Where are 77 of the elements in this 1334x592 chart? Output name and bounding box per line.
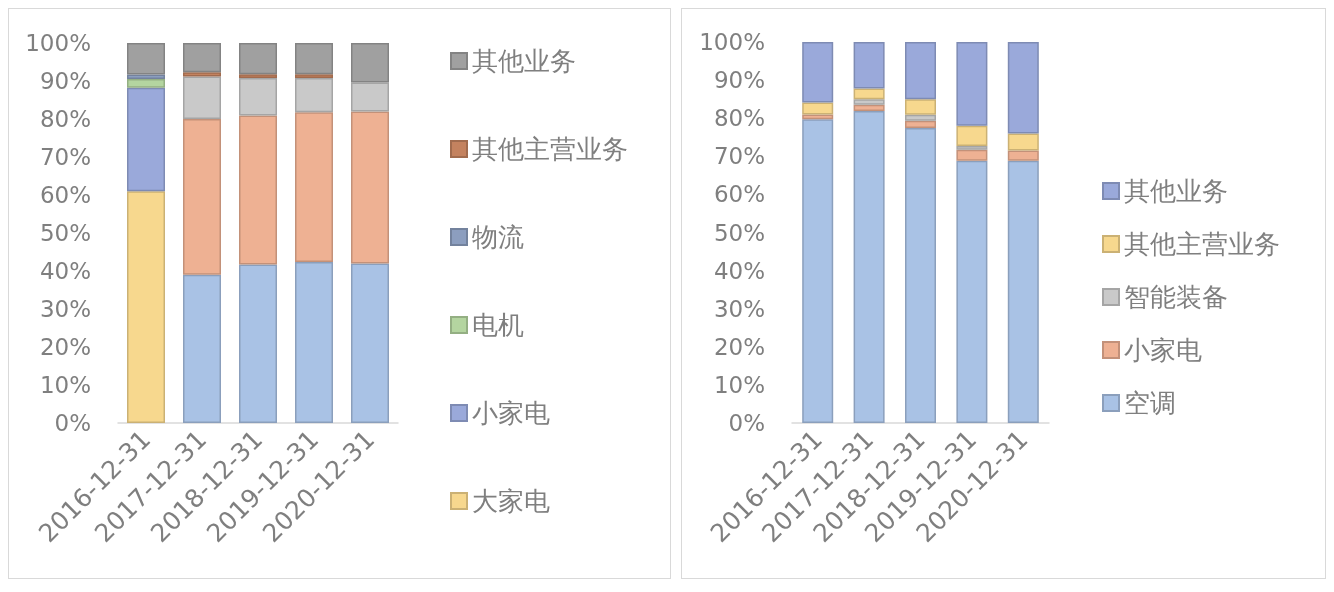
bar bbox=[239, 74, 277, 78]
bar bbox=[127, 191, 165, 423]
bar bbox=[351, 111, 389, 264]
bar bbox=[905, 128, 936, 423]
bar bbox=[295, 43, 333, 75]
bar bbox=[802, 102, 834, 115]
bar bbox=[239, 77, 277, 116]
y-tick-label: 60% bbox=[713, 181, 765, 208]
y-tick-label: 100% bbox=[25, 30, 91, 56]
bar bbox=[127, 43, 165, 75]
bar bbox=[905, 99, 936, 115]
bar bbox=[802, 114, 834, 120]
bar bbox=[1007, 133, 1039, 151]
bar bbox=[127, 87, 165, 192]
bar bbox=[127, 79, 165, 88]
bar bbox=[956, 149, 988, 161]
legend-label: 其他业务 bbox=[1124, 176, 1228, 206]
bar bbox=[956, 42, 988, 126]
bar bbox=[802, 119, 834, 423]
y-tick-label: 50% bbox=[39, 220, 91, 246]
y-tick-label: 80% bbox=[713, 105, 765, 132]
y-tick-label: 20% bbox=[39, 334, 91, 360]
bar bbox=[1007, 42, 1039, 134]
y-tick-label: 30% bbox=[713, 295, 765, 322]
y-tick-label: 60% bbox=[39, 182, 91, 208]
y-tick-label: 40% bbox=[713, 257, 765, 284]
bar bbox=[239, 43, 277, 75]
bar bbox=[956, 146, 988, 150]
y-tick-label: 100% bbox=[699, 29, 765, 55]
legend-label: 电机 bbox=[472, 310, 524, 340]
y-tick-label: 10% bbox=[39, 372, 91, 398]
bar bbox=[853, 99, 885, 105]
bar bbox=[295, 261, 333, 423]
legend-label: 物流 bbox=[472, 222, 524, 252]
y-tick-label: 70% bbox=[39, 144, 91, 170]
bar bbox=[351, 263, 389, 423]
bar bbox=[239, 264, 277, 423]
y-tick-label: 80% bbox=[39, 106, 91, 132]
bar bbox=[183, 43, 221, 73]
y-tick-label: 90% bbox=[39, 68, 91, 94]
bar bbox=[295, 77, 333, 113]
bar bbox=[239, 115, 277, 265]
y-tick-label: 40% bbox=[39, 258, 91, 284]
legend-label: 空调 bbox=[1124, 388, 1176, 418]
bar bbox=[183, 72, 221, 77]
bar bbox=[853, 110, 885, 423]
bar bbox=[956, 160, 988, 423]
bar bbox=[183, 274, 221, 423]
y-tick-label: 30% bbox=[39, 296, 91, 322]
y-tick-label: 20% bbox=[713, 333, 765, 360]
bar bbox=[183, 119, 221, 275]
legend-label: 小家电 bbox=[1124, 335, 1202, 365]
y-tick-label: 0% bbox=[728, 410, 765, 436]
legend-label: 其他业务 bbox=[472, 46, 576, 76]
legend-label: 小家电 bbox=[472, 398, 550, 428]
legend-label: 智能装备 bbox=[1124, 282, 1228, 312]
bar bbox=[905, 42, 936, 100]
bar bbox=[905, 120, 936, 129]
bar bbox=[853, 42, 885, 89]
legend-label: 其他主营业务 bbox=[1124, 229, 1280, 259]
y-tick-label: 0% bbox=[54, 410, 91, 436]
legend-label: 大家电 bbox=[472, 486, 550, 516]
bar bbox=[853, 104, 885, 111]
bar bbox=[905, 114, 936, 121]
y-tick-label: 70% bbox=[713, 143, 765, 170]
bar bbox=[956, 125, 988, 147]
bar bbox=[295, 112, 333, 262]
bar bbox=[1007, 160, 1039, 423]
bar bbox=[853, 88, 885, 100]
y-tick-label: 10% bbox=[713, 371, 765, 398]
bar bbox=[802, 42, 834, 103]
bar bbox=[1007, 150, 1039, 161]
y-tick-label: 90% bbox=[713, 67, 765, 94]
y-tick-label: 50% bbox=[713, 219, 765, 246]
legend-label: 其他主营业务 bbox=[472, 134, 628, 164]
bar bbox=[295, 74, 333, 78]
bar bbox=[183, 76, 221, 119]
